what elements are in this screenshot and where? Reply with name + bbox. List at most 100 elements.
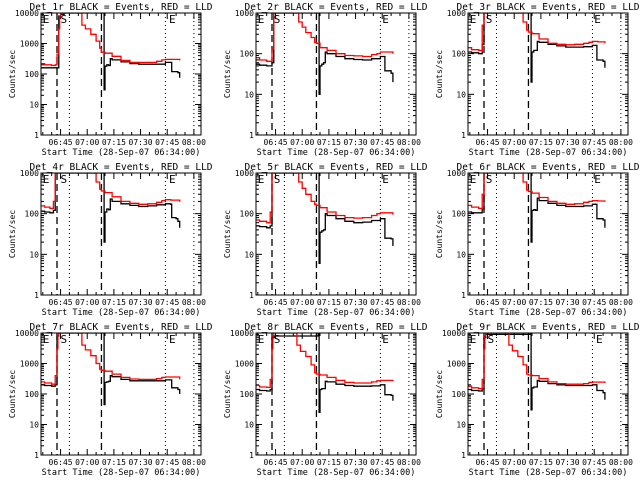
x-axis: 06:45 07:00 07:15 07:30 07:45 08:00 xyxy=(42,333,206,467)
panel-title: Det_2r BLACK = Events, RED = LLD xyxy=(244,2,427,13)
y-tick-label: 1000 xyxy=(447,360,466,369)
y-axis: 1 10 100 1000 10000 xyxy=(15,9,201,140)
marker-e: E xyxy=(470,333,477,346)
y-axis-label: Counts/sec xyxy=(223,50,232,98)
y-tick-label: 1000 xyxy=(447,9,466,18)
x-tick-label: 07:00 xyxy=(290,138,314,147)
marker-e: E xyxy=(596,333,603,346)
x-tick-label: 07:45 xyxy=(155,458,179,467)
y-axis-label: Counts/sec xyxy=(8,210,17,258)
series-lld xyxy=(468,13,606,52)
x-tick-label: 07:00 xyxy=(502,298,526,307)
x-tick-label: 07:15 xyxy=(317,138,341,147)
marker-e: E xyxy=(169,13,176,26)
marker-s: S xyxy=(486,173,493,186)
y-tick-label: 10 xyxy=(244,90,254,99)
panel-9: Det_9r BLACK = Events, RED = LLD 1 10 100 10… xyxy=(435,322,640,478)
y-axis-label: Counts/sec xyxy=(435,50,444,98)
y-axis: 1 10 100 1000 xyxy=(20,169,201,300)
x-tick-label: 07:45 xyxy=(155,138,179,147)
x-tick-label: 06:45 xyxy=(49,458,73,467)
x-tick-label: 07:15 xyxy=(529,138,553,147)
marker-s: S xyxy=(488,333,495,346)
y-tick-label: 100 xyxy=(452,50,467,59)
y-axis-label: Counts/sec xyxy=(223,210,232,258)
marker-s: S xyxy=(274,333,281,346)
marker-e: E xyxy=(258,173,265,186)
marker-s: S xyxy=(274,173,281,186)
marker-s: S xyxy=(61,13,68,26)
marker-e: E xyxy=(470,173,477,186)
series-events xyxy=(256,13,394,95)
y-axis-label: Counts/sec xyxy=(223,370,232,418)
series-lld xyxy=(468,333,606,390)
y-tick-label: 1 xyxy=(34,131,39,140)
x-tick-label: 06:45 xyxy=(264,138,288,147)
y-tick-label: 10000 xyxy=(442,329,466,338)
x-tick-label: 07:45 xyxy=(582,138,606,147)
x-tick-label: 08:00 xyxy=(182,298,206,307)
y-tick-label: 1 xyxy=(34,291,39,300)
x-tick-label: 08:00 xyxy=(609,298,633,307)
x-tick-label: 07:15 xyxy=(529,458,553,467)
panel-3: Det_3r BLACK = Events, RED = LLD 1 10 100 10… xyxy=(435,2,640,158)
x-tick-label: 07:45 xyxy=(370,298,394,307)
x-axis-label: Start Time (28-Sep-07 06:34:00) xyxy=(257,308,416,318)
y-tick-label: 1000 xyxy=(20,360,39,369)
x-axis-label: Start Time (28-Sep-07 06:34:00) xyxy=(42,148,201,158)
y-tick-label: 10 xyxy=(456,421,466,430)
y-axis: 1 10 100 1000 10000 xyxy=(442,329,628,460)
x-tick-label: 07:15 xyxy=(529,298,553,307)
y-tick-label: 100 xyxy=(240,390,255,399)
x-axis-label: Start Time (28-Sep-07 06:34:00) xyxy=(257,148,416,158)
x-tick-label: 07:00 xyxy=(502,138,526,147)
x-tick-label: 07:00 xyxy=(290,458,314,467)
marker-e: E xyxy=(169,333,176,346)
y-tick-label: 10 xyxy=(244,421,254,430)
y-tick-label: 1 xyxy=(34,451,39,460)
x-tick-label: 06:45 xyxy=(49,138,73,147)
x-tick-label: 07:00 xyxy=(75,138,99,147)
x-axis: 06:45 07:00 07:15 07:30 07:45 08:00 xyxy=(469,333,633,467)
series-lld xyxy=(41,13,181,67)
x-tick-label: 07:45 xyxy=(155,298,179,307)
y-axis: 1 10 100 1000 xyxy=(235,9,416,140)
x-tick-label: 08:00 xyxy=(182,138,206,147)
x-tick-label: 07:30 xyxy=(344,138,368,147)
x-tick-label: 07:15 xyxy=(102,138,126,147)
y-tick-label: 1 xyxy=(249,451,254,460)
series-lld xyxy=(256,173,394,224)
x-axis-label: Start Time (28-Sep-07 06:34:00) xyxy=(42,468,201,478)
y-tick-label: 100 xyxy=(25,390,40,399)
x-tick-label: 06:45 xyxy=(476,458,500,467)
y-tick-label: 1 xyxy=(249,291,254,300)
x-tick-label: 06:45 xyxy=(476,298,500,307)
x-tick-label: 07:30 xyxy=(556,138,580,147)
marker-e: E xyxy=(169,173,176,186)
plot-frame xyxy=(255,12,417,136)
x-tick-label: 06:45 xyxy=(264,298,288,307)
marker-e: E xyxy=(258,13,265,26)
marker-s: S xyxy=(274,13,281,26)
x-tick-label: 08:00 xyxy=(182,458,206,467)
y-tick-label: 1000 xyxy=(235,9,254,18)
x-axis: 06:45 07:00 07:15 07:30 07:45 08:00 xyxy=(469,13,633,147)
marker-s: S xyxy=(61,173,68,186)
panel-7: Det_7r BLACK = Events, RED = LLD 1 10 100 10… xyxy=(8,322,213,478)
y-tick-label: 10 xyxy=(456,250,466,259)
y-tick-label: 100 xyxy=(452,390,467,399)
y-tick-label: 10000 xyxy=(15,9,39,18)
marker-s: S xyxy=(486,13,493,26)
x-tick-label: 07:30 xyxy=(344,298,368,307)
y-axis: 1 10 100 1000 xyxy=(235,169,416,300)
y-tick-label: 10 xyxy=(456,90,466,99)
y-tick-label: 10 xyxy=(29,250,39,259)
series-events xyxy=(256,333,394,414)
x-axis-label: Start Time (28-Sep-07 06:34:00) xyxy=(469,148,628,158)
series-events xyxy=(256,173,394,265)
plot-frame xyxy=(467,172,629,296)
panel-title: Det_3r BLACK = Events, RED = LLD xyxy=(456,2,639,13)
y-tick-label: 100 xyxy=(240,50,255,59)
x-tick-label: 07:30 xyxy=(129,298,153,307)
x-tick-label: 08:00 xyxy=(397,298,421,307)
